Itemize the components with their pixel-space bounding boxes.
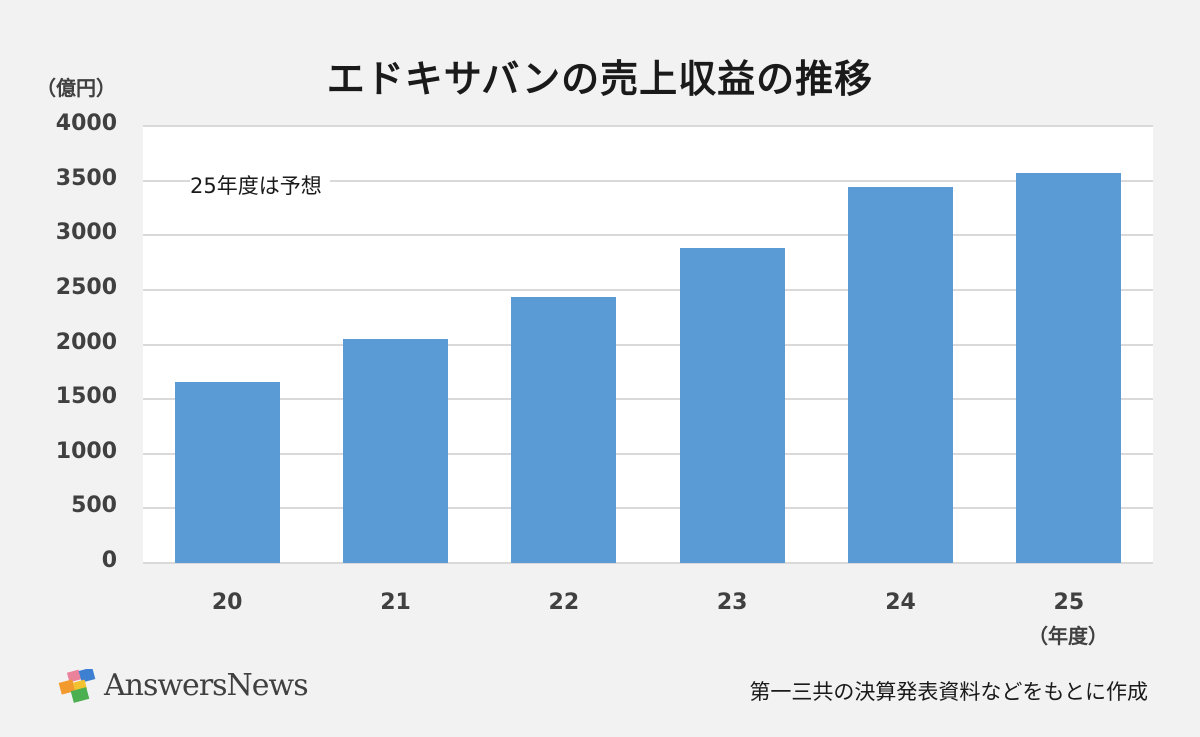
y-tick-label: 2000 bbox=[55, 329, 117, 355]
bar-25 bbox=[1016, 172, 1122, 563]
forecast-note: 25年度は予想 bbox=[190, 170, 330, 200]
gridline bbox=[143, 343, 1153, 346]
y-axis-unit: （億円） bbox=[36, 76, 116, 100]
y-tick-label: 3000 bbox=[55, 220, 117, 246]
gridline bbox=[143, 562, 1153, 564]
y-tick-label: 500 bbox=[71, 493, 117, 519]
x-axis-unit: （年度） bbox=[1028, 624, 1108, 648]
x-tick-label: 20 bbox=[211, 590, 243, 615]
logo-text: AnswersNews bbox=[104, 668, 309, 703]
x-tick-label: 23 bbox=[716, 590, 748, 615]
bar-23 bbox=[679, 248, 785, 563]
bar-22 bbox=[511, 296, 617, 563]
y-tick-label: 3500 bbox=[55, 165, 117, 191]
x-tick-label: 21 bbox=[380, 590, 411, 615]
chart-title: エドキサバンの売上収益の推移 bbox=[326, 57, 874, 101]
answersnews-logo: AnswersNews bbox=[58, 668, 309, 703]
gridline bbox=[143, 507, 1153, 510]
source-note: 第一三共の決算発表資料などをもとに作成 bbox=[749, 680, 1148, 704]
bar-21 bbox=[343, 339, 448, 563]
y-tick-label: 1000 bbox=[55, 438, 117, 464]
x-tick-label: 25 bbox=[1053, 590, 1085, 615]
x-tick-label: 24 bbox=[885, 590, 916, 615]
bar-20 bbox=[174, 381, 280, 563]
gridline bbox=[143, 125, 1153, 127]
x-tick-label: 22 bbox=[548, 590, 580, 615]
y-tick-label: 1500 bbox=[55, 384, 117, 410]
y-tick-label: 2500 bbox=[55, 274, 117, 300]
gridline bbox=[143, 398, 1153, 401]
gridline bbox=[143, 452, 1153, 455]
y-tick-label: 0 bbox=[101, 548, 117, 573]
gridline bbox=[143, 288, 1153, 291]
y-tick-label: 4000 bbox=[55, 111, 117, 136]
gridline bbox=[143, 179, 1153, 182]
gridline bbox=[143, 234, 1153, 237]
puzzle-logo-icon bbox=[58, 668, 96, 703]
plot-area bbox=[143, 125, 1153, 564]
bar-24 bbox=[848, 186, 953, 563]
